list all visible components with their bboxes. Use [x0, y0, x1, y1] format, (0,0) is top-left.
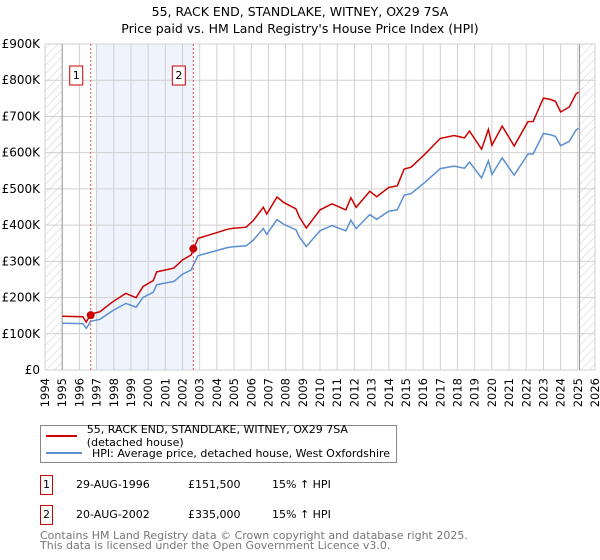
legend: 55, RACK END, STANDLAKE, WITNEY, OX29 7S…: [40, 423, 397, 463]
x-tick-label: 2002: [176, 378, 190, 407]
x-tick-label: 2024: [554, 378, 568, 407]
sale-point: [189, 244, 198, 253]
legend-swatch-blue: [46, 452, 82, 454]
footer-licence: This data is licensed under the Open Gov…: [40, 539, 391, 552]
x-tick-label: 2011: [330, 378, 344, 407]
y-tick-label: £300K: [2, 254, 42, 268]
y-tick-label: £200K: [2, 291, 42, 305]
legend-item-hpi: HPI: Average price, detached house, West…: [41, 445, 390, 461]
hatched-region: [45, 44, 63, 370]
x-tick-label: 2019: [468, 378, 482, 407]
sale-marker-badge: 1: [40, 475, 53, 495]
x-tick-label: 1994: [38, 378, 52, 407]
x-tick-label: 2015: [399, 378, 413, 407]
x-tick-label: 2012: [347, 378, 361, 407]
x-tick-label: 2013: [365, 378, 379, 407]
x-tick-label: 1999: [124, 378, 138, 407]
x-tick-label: 2000: [141, 378, 155, 407]
x-tick-label: 2001: [158, 378, 172, 407]
sale-point: [86, 311, 95, 320]
y-tick-label: £500K: [2, 182, 42, 196]
chart-title: 55, RACK END, STANDLAKE, WITNEY, OX29 7S…: [151, 4, 449, 19]
x-tick-label: 2008: [279, 378, 293, 407]
legend-label: 55, RACK END, STANDLAKE, WITNEY, OX29 7S…: [86, 423, 348, 449]
sale-date: 20-AUG-2002: [76, 508, 150, 521]
x-tick-label: 2005: [227, 378, 241, 407]
hatched-region: [579, 44, 595, 370]
chart-subtitle: Price paid vs. HM Land Registry's House …: [121, 21, 479, 36]
legend-label: HPI: Average price, detached house, West…: [92, 446, 391, 460]
y-tick-label: £400K: [2, 218, 42, 232]
x-tick-label: 1995: [55, 378, 69, 407]
y-tick-label: £600K: [2, 146, 42, 160]
y-tick-label: £900K: [2, 37, 42, 51]
sale-marker-box: [171, 65, 186, 86]
x-tick-label: 2004: [210, 378, 224, 407]
sale-marker-label: 2: [175, 69, 182, 82]
x-tick-label: 2025: [571, 378, 585, 407]
x-tick-label: 1997: [90, 378, 104, 407]
sale-marker-label: 1: [73, 69, 80, 82]
sale-date: 29-AUG-1996: [76, 478, 150, 491]
sale-row: 1 29-AUG-1996 £151,500 15% ↑ HPI: [40, 475, 440, 495]
x-tick-label: 2014: [382, 378, 396, 407]
x-tick-label: 2018: [451, 378, 465, 407]
sale-hpi-diff: 15% ↑ HPI: [272, 508, 331, 521]
x-tick-label: 2009: [296, 378, 310, 407]
sale-marker-badge: 2: [40, 505, 53, 525]
sale-row: 2 20-AUG-2002 £335,000 15% ↑ HPI: [40, 505, 440, 525]
x-tick-label: 1998: [107, 378, 121, 407]
legend-item-property: 55, RACK END, STANDLAKE, WITNEY, OX29 7S…: [41, 423, 396, 449]
y-tick-label: £100K: [2, 327, 42, 341]
footer-copyright: Contains HM Land Registry data © Crown c…: [40, 529, 468, 542]
y-tick-label: £800K: [2, 73, 42, 87]
x-tick-label: 2007: [261, 378, 275, 407]
x-tick-label: 2026: [588, 378, 600, 407]
x-tick-label: 2010: [313, 378, 327, 407]
x-tick-label: 2020: [485, 378, 499, 407]
x-tick-label: 2017: [433, 378, 447, 407]
footer: Contains HM Land Registry data © Crown c…: [40, 529, 468, 552]
x-tick-label: 2016: [416, 378, 430, 407]
legend-swatch-red: [46, 435, 77, 437]
property-price-line: [62, 91, 580, 324]
sale-marker-box: [69, 65, 84, 86]
x-tick-label: 2023: [536, 378, 550, 407]
x-tick-label: 2003: [193, 378, 207, 407]
sale-price: £335,000: [188, 508, 241, 521]
hpi-line: [62, 127, 580, 330]
x-tick-label: 2006: [244, 378, 258, 407]
sale-hpi-diff: 15% ↑ HPI: [272, 478, 331, 491]
y-tick-label: £0: [25, 363, 40, 377]
x-tick-label: 2022: [519, 378, 533, 407]
shaded-period: [96, 44, 194, 370]
sale-price: £151,500: [188, 478, 241, 491]
x-tick-label: 2021: [502, 378, 516, 407]
y-tick-label: £700K: [2, 109, 42, 123]
x-tick-label: 1996: [72, 378, 86, 407]
